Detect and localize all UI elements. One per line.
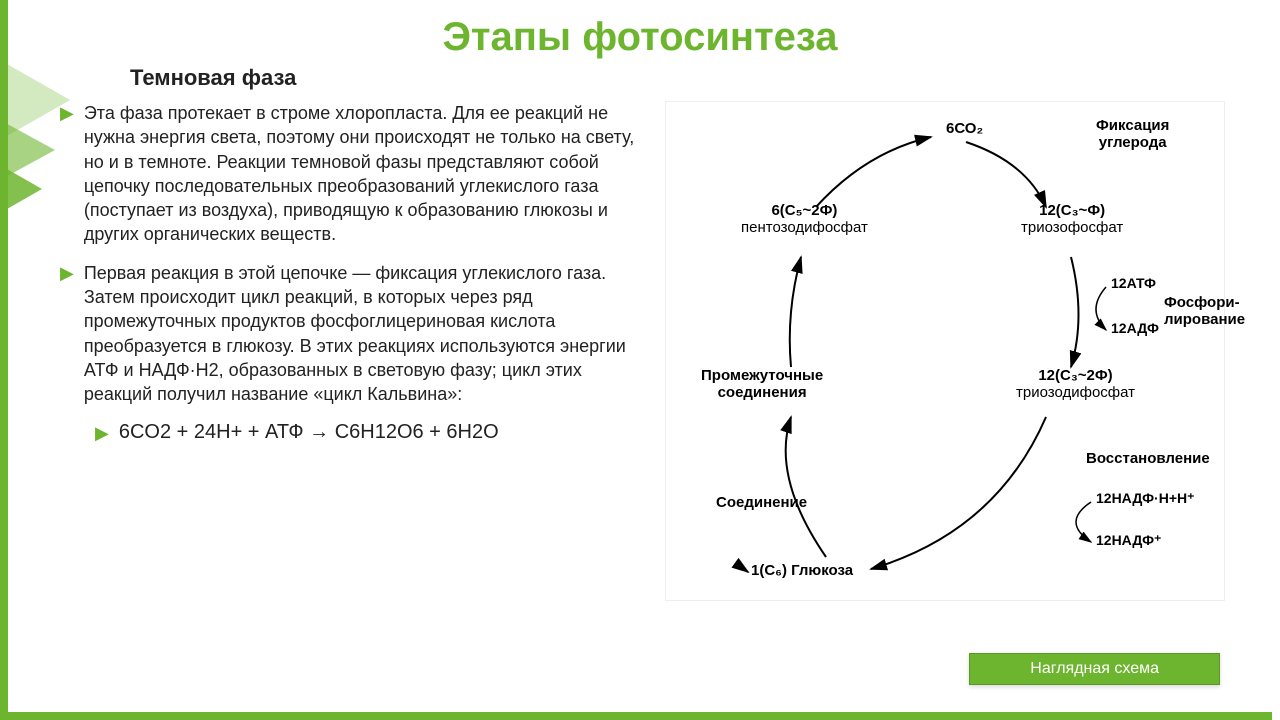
subtitle: Темновая фаза [130,65,1280,91]
node-adp: 12АДФ [1111,320,1159,336]
bullet-arrow-icon: ▶ [95,423,109,444]
node-restore: Восстановление [1086,450,1210,467]
bullet-arrow-icon: ▶ [60,263,74,407]
node-nadp: 12НАДФ⁺ [1096,532,1161,549]
page-title: Этапы фотосинтеза [0,0,1280,65]
bullet-1: ▶ Эта фаза протекает в строме хлоропласт… [60,101,640,247]
node-compound: Соединение [716,494,807,511]
bullet-2: ▶ Первая реакция в этой цепочке — фиксац… [60,261,640,407]
node-atp: 12АТФ [1111,275,1156,291]
node-co2: 6СО₂ [946,120,983,137]
caption-box: Наглядная схема [969,653,1220,685]
diagram-arrows [666,102,1226,602]
node-intermediate: Промежуточныесоединения [701,367,823,401]
calvin-cycle-diagram: 6СО₂ Фиксацияуглерода 6(С₅~2Ф)пентозодиф… [665,101,1225,601]
text-column: ▶ Эта фаза протекает в строме хлоропласт… [60,101,665,601]
node-triose2: 12(С₃~2Ф)триозодифосфат [1016,367,1135,401]
node-pentose: 6(С₅~2Ф)пентозодифосфат [741,202,868,236]
node-glucose: 1(С₆) Глюкоза [751,562,853,579]
paragraph-1: Эта фаза протекает в строме хлоропласта.… [84,101,640,247]
paragraph-2: Первая реакция в этой цепочке — фиксация… [84,261,640,407]
node-nadph: 12НАДФ·Н+Н⁺ [1096,490,1195,507]
formula-row: ▶ 6CO2 + 24H+ + АТФ → С6Н12O6 + 6H2O [95,421,640,444]
bottom-bar [8,712,1272,720]
node-fixation: Фиксацияуглерода [1096,117,1169,151]
node-phosph: Фосфори-лирование [1164,294,1245,328]
node-triose1: 12(С₃~Ф)триозофосфат [1021,202,1123,236]
formula-text: 6CO2 + 24H+ + АТФ → С6Н12O6 + 6H2O [119,421,499,444]
